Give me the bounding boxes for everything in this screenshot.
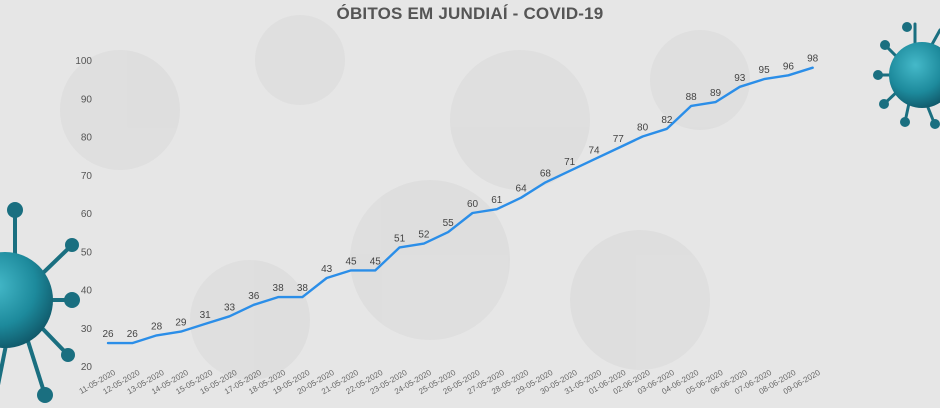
data-label: 93	[734, 73, 746, 84]
data-label: 68	[540, 168, 552, 179]
y-tick-label: 80	[81, 133, 93, 144]
virus-icon	[873, 22, 940, 129]
data-label: 98	[807, 54, 819, 65]
data-label: 52	[418, 230, 430, 241]
data-label: 64	[516, 184, 528, 195]
data-label: 60	[467, 199, 479, 210]
chart-title: ÓBITOS EM JUNDIAÍ - COVID-19	[336, 4, 604, 23]
virus-icon	[0, 202, 80, 403]
data-label: 45	[345, 256, 357, 267]
series-line	[106, 66, 814, 345]
data-label: 55	[443, 218, 455, 229]
data-label: 51	[394, 233, 406, 244]
y-tick-label: 60	[81, 209, 93, 220]
y-tick-label: 90	[81, 94, 93, 105]
data-label: 88	[686, 92, 698, 103]
data-label: 36	[248, 291, 260, 302]
data-label: 33	[224, 302, 236, 313]
y-tick-label: 100	[75, 56, 92, 67]
data-label: 71	[564, 157, 576, 168]
y-tick-label: 20	[81, 362, 93, 373]
data-label: 26	[102, 329, 114, 340]
data-label: 95	[759, 65, 771, 76]
data-label: 61	[491, 195, 503, 206]
data-label: 38	[273, 283, 285, 294]
y-tick-label: 70	[81, 171, 93, 182]
data-label: 89	[710, 88, 722, 99]
data-label: 26	[127, 329, 139, 340]
y-tick-label: 50	[81, 247, 93, 258]
data-label: 29	[175, 318, 187, 329]
y-tick-label: 40	[81, 286, 93, 297]
data-label: 96	[783, 61, 795, 72]
data-label: 77	[613, 134, 625, 145]
data-label: 28	[151, 321, 163, 332]
data-label: 38	[297, 283, 309, 294]
data-label: 31	[200, 310, 212, 321]
data-label: 82	[661, 115, 673, 126]
data-label: 80	[637, 123, 649, 134]
y-tick-label: 30	[81, 324, 93, 335]
data-label: 43	[321, 264, 333, 275]
data-label: 74	[588, 145, 600, 156]
data-label: 45	[370, 256, 382, 267]
